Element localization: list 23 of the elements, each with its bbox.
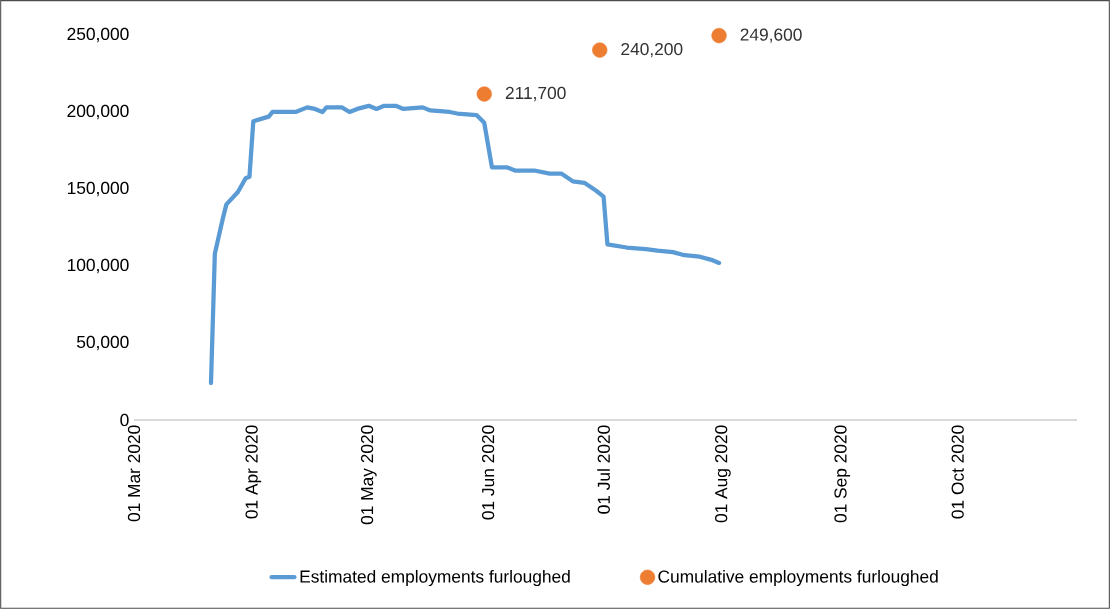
x-tick-label: 01 Apr 2020 [245, 425, 262, 519]
y-tick-label: 200,000 [67, 104, 129, 120]
point [711, 28, 727, 44]
data-label: 249,600 [740, 28, 802, 43]
point [592, 42, 608, 58]
data-label: 240,200 [621, 42, 683, 58]
line-series [208, 103, 722, 386]
legend-label: Estimated employments furloughed [300, 569, 570, 587]
y-tick-label: 150,000 [67, 181, 129, 197]
data-label: 211,700 [505, 86, 566, 102]
x-tick-label: 01 Aug 2020 [715, 425, 731, 523]
x-tick-label: 01 Mar 2020 [127, 425, 141, 522]
y-tick-label: 0 [120, 413, 129, 427]
y-tick-label: 250,000 [67, 27, 129, 43]
point [476, 86, 492, 102]
x-tick-label: 01 Jun 2020 [481, 425, 495, 520]
x-tick-label: 01 Oct 2020 [951, 425, 964, 519]
x-tick-label: 01 Sep 2020 [834, 425, 851, 523]
y-tick-label: 50,000 [76, 335, 129, 351]
x-tick-label: 01 May 2020 [360, 425, 377, 525]
x-tick-label: 01 Jul 2020 [597, 425, 610, 514]
legend-label: Cumulative employments furloughed [658, 569, 938, 587]
y-tick-label: 100,000 [67, 258, 129, 274]
